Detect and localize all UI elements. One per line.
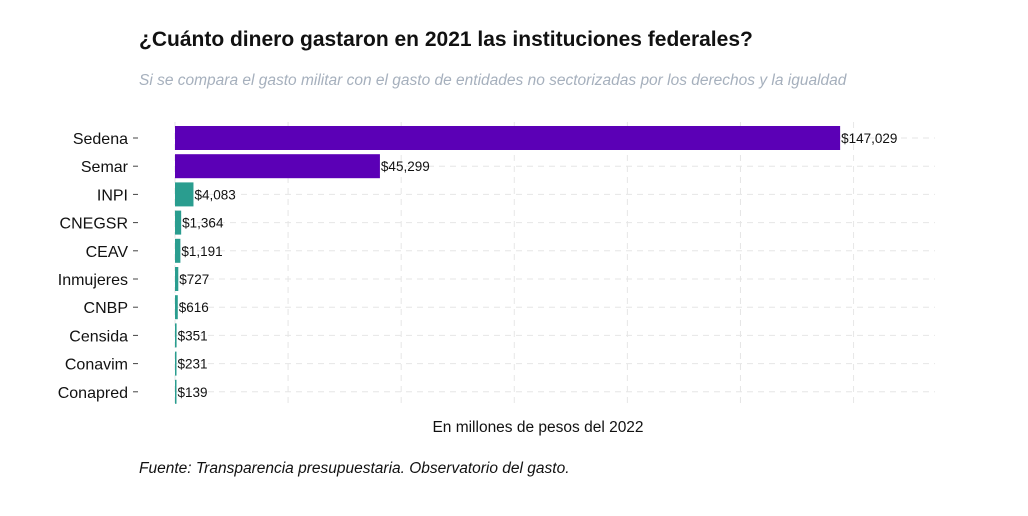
- x-axis-label: En millones de pesos del 2022: [432, 419, 643, 436]
- category-label: Conavim: [65, 357, 128, 374]
- chart-subtitle: Si se compara el gasto militar con el ga…: [139, 72, 847, 89]
- grid-lines: [174, 122, 935, 406]
- category-label: Semar: [81, 159, 129, 176]
- value-label: $1,364: [182, 216, 224, 231]
- bar-cnegsr: [175, 210, 182, 235]
- value-label: $351: [178, 328, 208, 343]
- value-label: $45,299: [381, 159, 430, 174]
- value-label: $231: [178, 357, 208, 372]
- y-axis-ticks: [133, 137, 138, 393]
- value-labels: $147,029 $45,299 $4,083 $1,364 $1,191 $727 $61…: [178, 131, 898, 400]
- value-label: $139: [178, 385, 208, 400]
- bar-censida: [175, 323, 177, 348]
- bar-inmujeres: [175, 267, 179, 291]
- bar-conapred: [175, 379, 177, 404]
- bar-cnbp: [175, 295, 178, 320]
- bar-sedena: [175, 126, 841, 150]
- value-label: $147,029: [841, 131, 897, 146]
- category-label: CEAV: [86, 244, 129, 261]
- category-label: CNBP: [84, 300, 128, 317]
- bar-inpi: [175, 182, 194, 207]
- category-label: Sedena: [73, 131, 128, 148]
- category-label: INPI: [97, 187, 128, 204]
- value-label: $1,191: [181, 244, 222, 259]
- value-label: $727: [179, 272, 209, 287]
- bar-semar: [175, 154, 380, 179]
- bars: [175, 126, 841, 404]
- category-label: Conapred: [58, 385, 128, 402]
- category-label: Inmujeres: [58, 272, 128, 289]
- source-caption: Fuente: Transparencia presupuestaria. Ob…: [139, 460, 570, 477]
- bar-conavim: [175, 351, 177, 376]
- value-label: $4,083: [194, 187, 235, 202]
- bar-ceav: [175, 238, 181, 263]
- y-axis-labels: Sedena Semar INPI CNEGSR CEAV Inmujeres CNBP Ce…: [58, 131, 129, 402]
- value-label: $616: [179, 300, 209, 315]
- chart-title: ¿Cuánto dinero gastaron en 2021 las inst…: [139, 28, 753, 51]
- category-label: Censida: [69, 328, 128, 345]
- category-label: CNEGSR: [60, 216, 128, 233]
